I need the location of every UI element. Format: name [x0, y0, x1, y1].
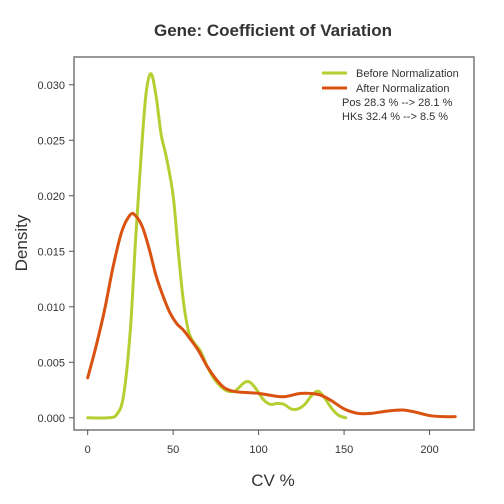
legend-note-pos: Pos 28.3 % --> 28.1 % [342, 97, 453, 109]
x-tick-label: 200 [420, 444, 438, 456]
legend-label-after: After Normalization [356, 83, 450, 95]
plot-frame [73, 56, 475, 431]
x-axis: 0 50 100 150 200 [85, 430, 439, 456]
legend-label-before: Before Normalization [356, 68, 459, 80]
x-tick-label: 150 [335, 444, 353, 456]
y-tick-label: 0.030 [37, 80, 65, 92]
y-axis: 0.000 0.005 0.010 0.015 0.020 0.025 0.030 [37, 80, 74, 425]
series-lines [86, 72, 457, 420]
legend-note-hks: HKs 32.4 % --> 8.5 % [342, 111, 448, 123]
y-tick-label: 0.000 [37, 413, 65, 425]
y-tick-label: 0.005 [37, 357, 65, 369]
series-line-after-normalization [86, 211, 457, 419]
chart-title: Gene: Coefficient of Variation [154, 21, 392, 40]
y-tick-label: 0.025 [37, 135, 65, 147]
x-tick-label: 50 [167, 444, 179, 456]
y-tick-label: 0.020 [37, 191, 65, 203]
y-axis-label: Density [12, 214, 31, 271]
x-axis-label: CV % [251, 471, 294, 490]
y-tick-label: 0.010 [37, 302, 65, 314]
series-line-before-normalization [86, 72, 348, 420]
y-tick-label: 0.015 [37, 246, 65, 258]
legend: Before Normalization After Normalization… [322, 68, 459, 123]
x-tick-label: 100 [249, 444, 267, 456]
x-tick-label: 0 [85, 444, 91, 456]
